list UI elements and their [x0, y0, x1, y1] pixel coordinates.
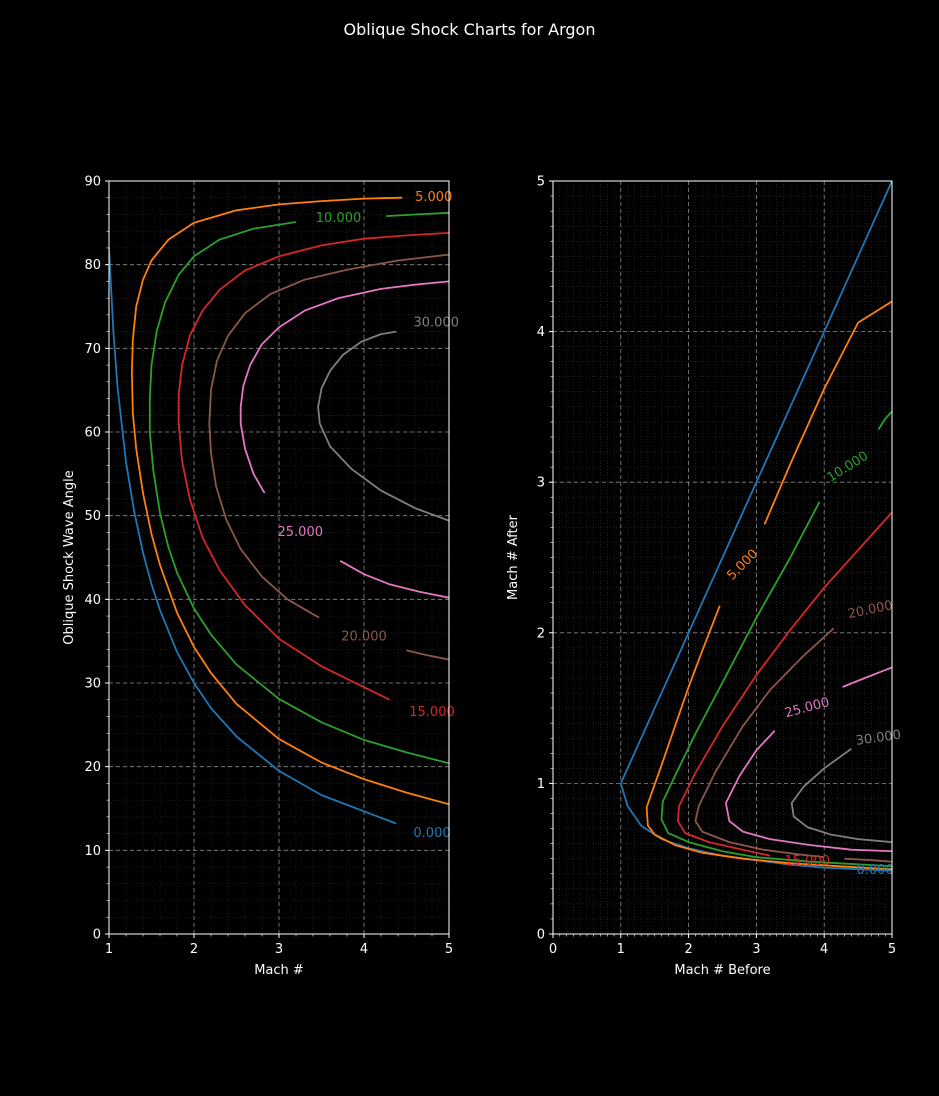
series-line-5: [660, 501, 892, 868]
y-tick-label: 2: [537, 626, 545, 641]
series-line-2: [131, 196, 449, 806]
series-line-7: [406, 649, 449, 661]
y-tick-label: 60: [84, 426, 101, 441]
major-grid: [108, 180, 450, 935]
y-tick-label: 0: [93, 928, 101, 943]
y-tick-label: 10: [84, 844, 101, 859]
chart-panel-2: 0.0005.00010.00015.00020.00025.00030.000…: [506, 175, 902, 979]
x-tick-label: 1: [105, 942, 113, 957]
y-tick-label: 1: [537, 777, 545, 792]
contour-label-3: 10.000: [825, 449, 872, 486]
y-tick-label: 70: [84, 342, 101, 357]
series-line-3: [645, 605, 892, 871]
y-tick-label: 4: [537, 325, 545, 340]
series-line-7: [676, 511, 892, 857]
figure-title: Oblique Shock Charts for Argon: [343, 20, 596, 39]
contour-label-1: 0.000: [413, 826, 450, 841]
series-line-4: [386, 211, 449, 217]
series-line-3: [148, 221, 449, 765]
y-tick-label: 3: [537, 476, 545, 491]
y-tick-label: 20: [84, 760, 101, 775]
series-line-5: [177, 232, 449, 701]
y-tick-label: 80: [84, 258, 101, 273]
x-tick-label: 0: [549, 942, 557, 957]
series-group: [619, 181, 892, 872]
series-line-1: [619, 181, 892, 784]
series-line-11: [842, 666, 892, 688]
x-tick-label: 4: [360, 942, 368, 957]
chart-panel-1: 0.000 5.000 10.000 15.000 20.000 25.000 30.000…: [62, 175, 459, 979]
contour-label-4: 15.000: [785, 854, 831, 869]
y-tick-label: 90: [84, 175, 101, 190]
y-axis-label: Mach # After: [506, 514, 521, 600]
x-tick-label: 3: [275, 942, 283, 957]
x-tick-label: 4: [820, 942, 828, 957]
x-tick-label: 5: [445, 942, 453, 957]
y-tick-label: 30: [84, 677, 101, 692]
contour-label-3: 10.000: [316, 211, 362, 226]
x-tick-label: 2: [684, 942, 692, 957]
series-line-8: [239, 280, 449, 494]
series-line-9: [339, 560, 449, 599]
contour-label-4: 15.000: [409, 705, 455, 720]
series-line-12: [790, 748, 892, 843]
y-tick-label: 50: [84, 509, 101, 524]
contour-label-7: 30.000: [414, 316, 460, 331]
contour-label-5: 20.000: [341, 629, 387, 644]
contour-label-6: 25.000: [783, 695, 831, 721]
x-tick-label: 1: [617, 942, 625, 957]
series-line-10: [725, 730, 892, 853]
contour-label-7: 30.000: [855, 728, 902, 749]
series-line-9: [844, 857, 892, 863]
contour-label-5: 20.000: [846, 598, 894, 622]
x-tick-label: 2: [190, 942, 198, 957]
minor-grid: [552, 180, 893, 935]
series-line-10: [317, 330, 449, 522]
x-tick-label: 5: [888, 942, 896, 957]
series-line-6: [208, 253, 449, 619]
contour-label-1: 0.000: [856, 863, 893, 878]
series-line-8: [694, 627, 835, 859]
y-tick-label: 40: [84, 593, 101, 608]
contour-label-6: 25.000: [278, 525, 324, 540]
y-tick-label: 5: [537, 175, 545, 190]
x-axis-label: Mach # Before: [674, 963, 770, 978]
series-group: [109, 196, 449, 825]
y-tick-label: 0: [537, 928, 545, 943]
contour-label-2: 5.000: [415, 190, 452, 205]
series-line-4: [763, 300, 892, 525]
y-axis-label: Oblique Shock Wave Angle: [62, 470, 77, 644]
x-axis-label: Mach #: [254, 963, 304, 978]
series-line-1: [109, 247, 397, 825]
series-line-6: [877, 410, 892, 430]
x-tick-label: 3: [752, 942, 760, 957]
